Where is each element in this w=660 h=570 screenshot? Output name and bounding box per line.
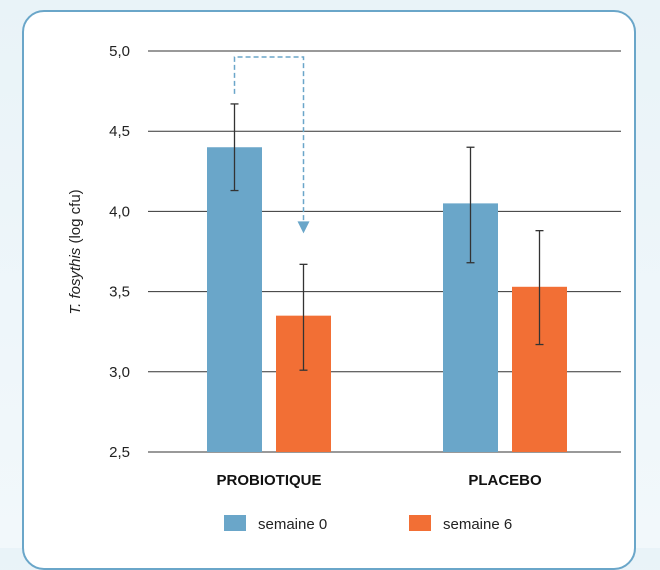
y-tick-label: 2,5 [109, 444, 130, 461]
y-tick-label: 3,0 [109, 364, 130, 381]
legend-label: semaine 6 [443, 516, 512, 533]
chart-svg: 2,5 3,0 3,5 4,0 4,5 5,0 T. fosythis (log cfu)… [67, 43, 621, 533]
bar-layer [207, 103, 567, 453]
legend-label: semaine 0 [258, 516, 327, 533]
chart-frame: 2,5 3,0 3,5 4,0 4,5 5,0 T. fosythis (log cfu)… [22, 10, 636, 570]
dashed-arrow-line [233, 56, 305, 222]
category-label: PROBIOTIQUE [216, 472, 321, 489]
category-label: PLACEBO [468, 472, 542, 489]
legend-swatch [409, 515, 431, 531]
y-tick-label: 4,5 [109, 123, 130, 140]
y-axis-label-italic: T. fosythis [67, 247, 84, 314]
y-tick-label: 3,5 [109, 284, 130, 301]
y-axis-label-unit: (log cfu) [67, 189, 84, 247]
tick-layer: 2,5 3,0 3,5 4,0 4,5 5,0 [109, 43, 130, 461]
bar [207, 147, 262, 453]
y-axis-label: T. fosythis (log cfu) [67, 189, 84, 314]
category-labels: PROBIOTIQUE PLACEBO [216, 472, 542, 489]
legend: semaine 0 semaine 6 [224, 515, 512, 533]
annotation-layer [233, 56, 310, 234]
legend-swatch [224, 515, 246, 531]
y-tick-label: 4,0 [109, 203, 130, 220]
y-tick-label: 5,0 [109, 43, 130, 60]
arrow-head [297, 221, 310, 234]
